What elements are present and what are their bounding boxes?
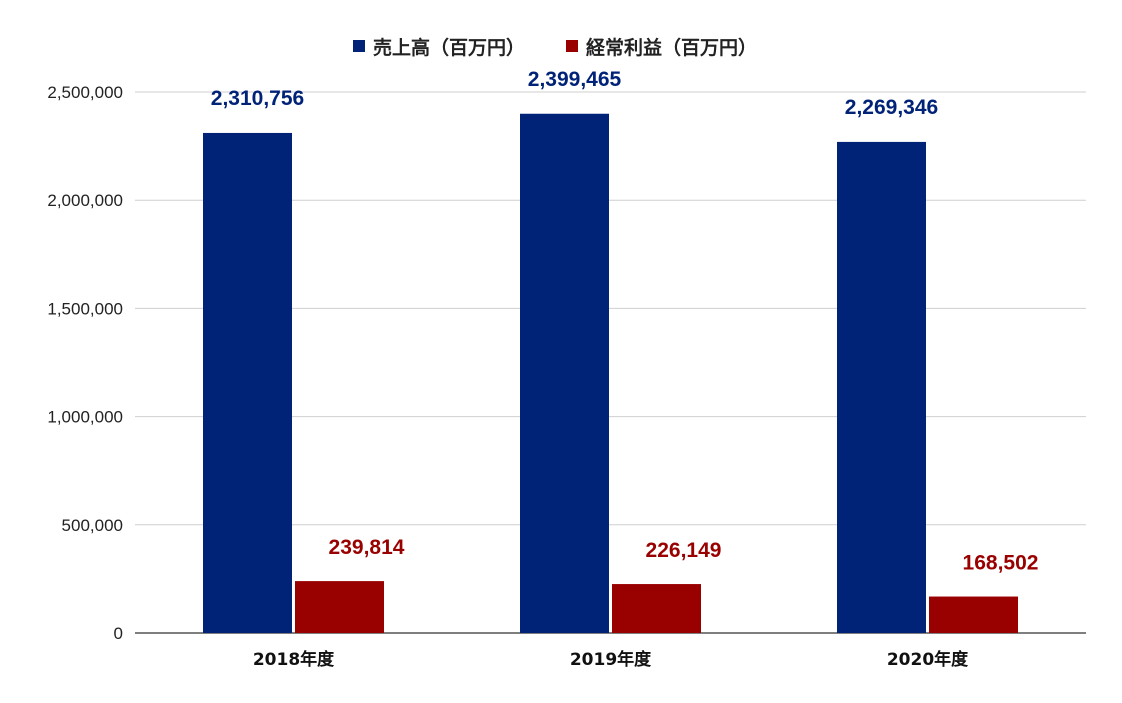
bar-profit (295, 581, 384, 633)
bars (203, 113, 1018, 634)
y-tick-label: 0 (114, 624, 123, 643)
y-tick-label: 500,000 (62, 516, 123, 535)
bar-sales (520, 113, 609, 633)
data-label-sales: 2,310,756 (211, 87, 304, 110)
x-tick-label: 2020年度 (887, 649, 969, 670)
legend-label-profit: 経常利益（百万円） (586, 36, 757, 59)
data-label-profit: 239,814 (329, 536, 405, 559)
y-axis: 0 500,000 1,000,000 1,500,000 2,000,000 2,500… (47, 83, 123, 643)
bar-sales (203, 132, 292, 634)
y-tick-label: 1,000,000 (47, 408, 123, 427)
legend: 売上高（百万円） 経常利益（百万円） (353, 36, 757, 59)
data-label-sales: 2,269,346 (845, 96, 938, 119)
legend-swatch-sales (353, 40, 365, 52)
y-tick-label: 2,000,000 (47, 191, 123, 210)
x-tick-label: 2019年度 (570, 649, 652, 670)
bar-profit (612, 584, 701, 633)
y-tick-label: 1,500,000 (47, 299, 123, 318)
legend-swatch-profit (566, 40, 578, 52)
bar-sales (837, 141, 926, 634)
bar-profit (929, 596, 1018, 633)
data-labels: 2,310,756 239,814 2,399,465 226,149 2,269,34… (211, 68, 1039, 575)
y-tick-label: 2,500,000 (47, 83, 123, 102)
data-label-profit: 168,502 (963, 552, 1039, 575)
data-label-sales: 2,399,465 (528, 68, 622, 91)
x-tick-label: 2018年度 (253, 649, 335, 670)
x-axis: 2018年度 2019年度 2020年度 (253, 649, 969, 670)
data-label-profit: 226,149 (646, 539, 722, 562)
gridlines (135, 91, 1086, 634)
legend-label-sales: 売上高（百万円） (373, 36, 525, 59)
